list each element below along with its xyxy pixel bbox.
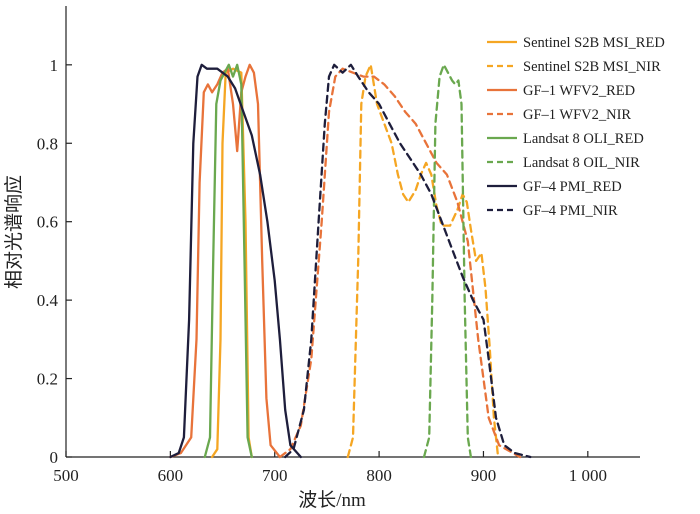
- legend-label: Landsat 8 OIL_NIR: [523, 155, 640, 171]
- series-line: [169, 63, 282, 459]
- legend: Sentinel S2B MSI_RED Sentinel S2B MSI_NIR…: [487, 35, 665, 219]
- x-tick-label: 800: [366, 466, 392, 485]
- axes: [65, 6, 640, 458]
- legend-label: GF–1 WFV2_RED: [523, 83, 635, 99]
- legend-label: Landsat 8 OLI_RED: [523, 131, 644, 147]
- series-line: [278, 67, 522, 459]
- legend-label: Sentinel S2B MSI_NIR: [523, 59, 661, 75]
- legend-label: GF–1 WFV2_NIR: [523, 107, 631, 123]
- x-axis-title: 波长/nm: [298, 489, 366, 511]
- x-tick-label: 600: [158, 466, 184, 485]
- x-tick-label: 1 000: [569, 466, 607, 485]
- series-line: [346, 63, 500, 459]
- x-tick-label: 500: [53, 466, 79, 485]
- x-tick-label: 700: [262, 466, 288, 485]
- legend-label: Sentinel S2B MSI_RED: [523, 35, 665, 51]
- series-lines: [169, 63, 532, 459]
- x-tick-label: 900: [471, 466, 497, 485]
- y-tick-label: 0.8: [37, 134, 58, 153]
- y-tick-label: 0.2: [37, 370, 58, 389]
- series-line: [284, 63, 532, 459]
- y-tick-label: 0: [50, 448, 59, 467]
- x-ticks: 500 600 700 800 900 1 000: [53, 451, 607, 485]
- y-tick-label: 0.4: [37, 291, 59, 310]
- series-line: [169, 63, 302, 459]
- series-line: [203, 63, 253, 459]
- series-line: [210, 67, 253, 459]
- legend-label: GF–4 PMI_RED: [523, 179, 622, 195]
- series-line: [422, 63, 473, 459]
- y-tick-label: 1: [50, 56, 59, 75]
- legend-label: GF–4 PMI_NIR: [523, 203, 618, 219]
- y-ticks: 0 0.2 0.4 0.6 0.8 1: [37, 56, 72, 467]
- y-axis-title: 相对光谱响应: [3, 175, 25, 289]
- y-tick-label: 0.6: [37, 213, 58, 232]
